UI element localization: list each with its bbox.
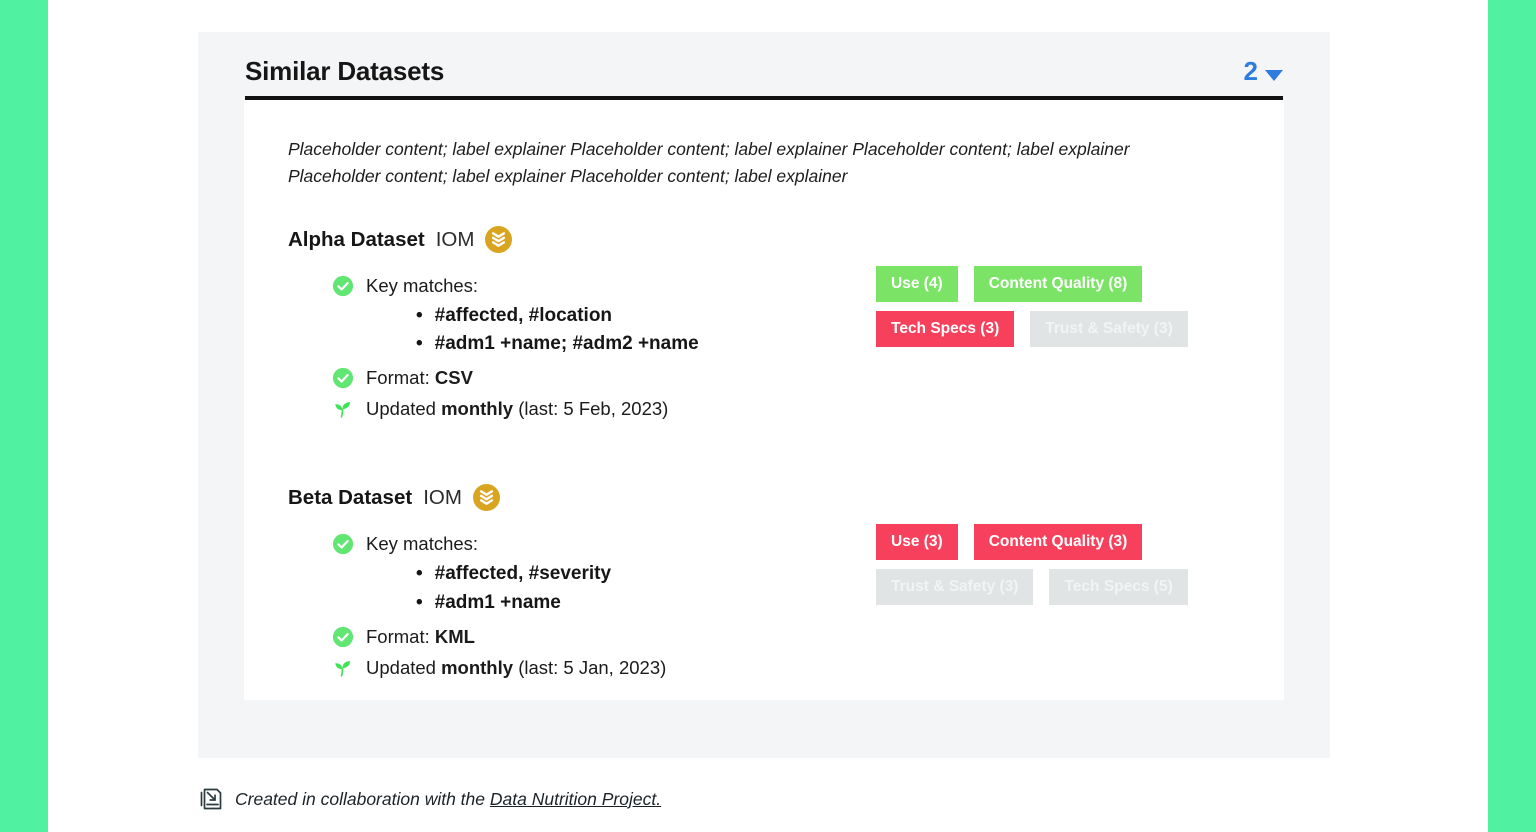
gold-chevrons-badge-icon <box>485 226 513 254</box>
intro-text: Placeholder content; label explainer Pla… <box>288 139 1130 187</box>
data-nutrition-label-icon <box>198 786 224 812</box>
footer-text: Created in collaboration with the Data N… <box>235 789 661 810</box>
key-matches-list: #affected, #severity #adm1 +name <box>288 560 876 616</box>
updated-text: Updated monthly (last: 5 Jan, 2023) <box>366 657 666 679</box>
badge-content-quality[interactable]: Content Quality (8) <box>973 266 1143 303</box>
badge-row: Use (4) Content Quality (8) <box>876 266 1188 303</box>
badge-use[interactable]: Use (4) <box>876 266 958 303</box>
footer-credit: Created in collaboration with the Data N… <box>198 786 661 812</box>
badge-content-quality[interactable]: Content Quality (3) <box>973 524 1143 561</box>
key-match-item: #adm1 +name; #adm2 +name <box>288 330 876 358</box>
dataset-name-link[interactable]: Alpha Dataset <box>288 227 425 251</box>
footer-text-prefix: Created in collaboration with the <box>235 788 486 809</box>
chevron-down-icon <box>1265 69 1283 81</box>
format-row: Format: CSV <box>288 367 876 389</box>
updated-detail: (last: 5 Feb, 2023) <box>518 398 669 420</box>
dataset-section-beta: Beta Dataset IOM <box>288 484 1240 678</box>
updated-detail: (last: 5 Jan, 2023) <box>518 656 667 678</box>
dataset-count-toggle[interactable]: 2 <box>1244 56 1283 87</box>
seedling-icon <box>332 657 354 679</box>
category-badges: Use (3) Content Quality (3) Trust & Safe… <box>876 524 1188 606</box>
format-text: Format: CSV <box>366 367 473 389</box>
key-match-item: #adm1 +name <box>288 589 876 617</box>
key-matches-label: Key matches: <box>366 275 479 297</box>
category-badges: Use (4) Content Quality (8) Tech Specs (… <box>876 266 1188 348</box>
page-title: Similar Datasets <box>245 56 445 86</box>
format-value: KML <box>434 625 475 647</box>
badge-trust-safety[interactable]: Trust & Safety (3) <box>876 569 1034 606</box>
key-matches-label: Key matches: <box>366 533 479 555</box>
updated-row: Updated monthly (last: 5 Jan, 2023) <box>288 657 876 679</box>
dataset-details: Key matches: #affected, #severity #adm1 … <box>288 524 876 678</box>
data-nutrition-project-link[interactable]: Data Nutrition Project. <box>489 788 662 809</box>
content-panel: Placeholder content; label explainer Pla… <box>244 100 1284 700</box>
updated-label: Updated <box>366 656 436 678</box>
badge-row: Trust & Safety (3) Tech Specs (5) <box>876 569 1188 606</box>
format-value: CSV <box>434 367 473 389</box>
key-match-item: #affected, #location <box>288 302 876 330</box>
badge-trust-safety[interactable]: Trust & Safety (3) <box>1030 311 1188 348</box>
badge-tech-specs[interactable]: Tech Specs (5) <box>1049 569 1188 606</box>
key-matches-list: #affected, #location #adm1 +name; #adm2 … <box>288 302 876 358</box>
format-label: Format: <box>366 367 430 389</box>
updated-label: Updated <box>366 398 436 420</box>
check-circle-icon <box>332 367 354 389</box>
seedling-icon <box>332 398 354 420</box>
badge-use[interactable]: Use (3) <box>876 524 958 561</box>
page-edge-bar-right <box>1488 0 1536 832</box>
dataset-header: Beta Dataset IOM <box>288 484 1240 512</box>
dataset-count: 2 <box>1243 56 1258 86</box>
key-matches-row: Key matches: <box>288 533 876 555</box>
dataset-section-alpha: Alpha Dataset IOM <box>288 226 1240 420</box>
badge-row: Tech Specs (3) Trust & Safety (3) <box>876 311 1188 348</box>
key-match-item: #affected, #severity <box>288 560 876 588</box>
similar-datasets-card: Similar Datasets 2 Placeholder content; … <box>198 32 1330 758</box>
key-matches-row: Key matches: <box>288 275 876 297</box>
card-header: Similar Datasets 2 <box>245 56 1283 100</box>
format-text: Format: KML <box>366 626 475 648</box>
updated-row: Updated monthly (last: 5 Feb, 2023) <box>288 398 876 420</box>
page-edge-bar-left <box>0 0 48 832</box>
check-circle-icon <box>332 275 354 297</box>
badge-row: Use (3) Content Quality (3) <box>876 524 1188 561</box>
dataset-details: Key matches: #affected, #location #adm1 … <box>288 266 876 420</box>
dataset-header: Alpha Dataset IOM <box>288 226 1240 254</box>
updated-frequency: monthly <box>441 656 514 678</box>
check-circle-icon <box>332 626 354 648</box>
dataset-org-label: IOM <box>435 227 475 251</box>
format-row: Format: KML <box>288 626 876 648</box>
dataset-body: Key matches: #affected, #severity #adm1 … <box>288 524 1240 678</box>
dataset-org-label: IOM <box>423 485 462 509</box>
check-circle-icon <box>332 533 354 555</box>
updated-frequency: monthly <box>441 398 514 420</box>
dataset-body: Key matches: #affected, #location #adm1 … <box>288 266 1240 420</box>
dataset-name-link[interactable]: Beta Dataset <box>288 485 413 509</box>
updated-text: Updated monthly (last: 5 Feb, 2023) <box>366 398 668 420</box>
gold-chevrons-badge-icon <box>472 484 500 512</box>
format-label: Format: <box>366 625 430 647</box>
badge-tech-specs[interactable]: Tech Specs (3) <box>876 311 1015 348</box>
